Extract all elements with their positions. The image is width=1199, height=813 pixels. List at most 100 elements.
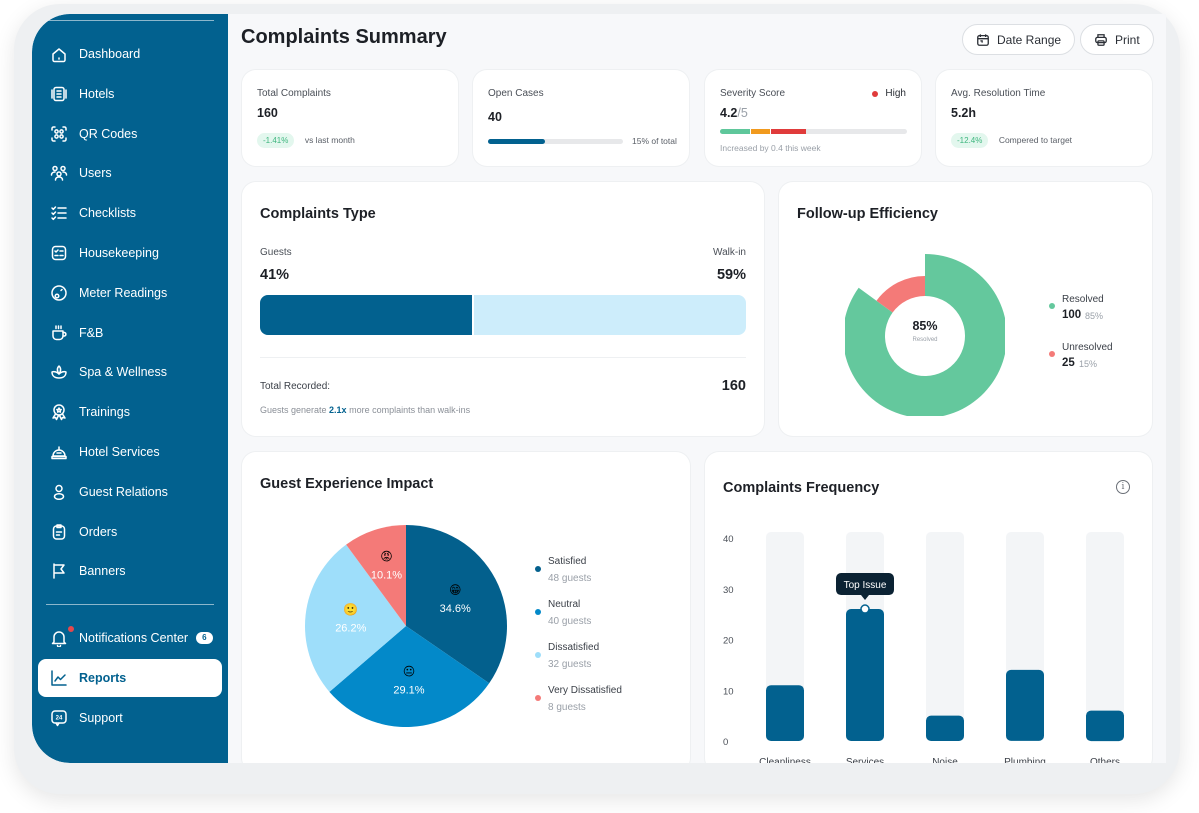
open-cases-progress <box>488 139 623 144</box>
bar-cleanliness[interactable] <box>766 685 804 741</box>
legend-dot <box>535 695 541 701</box>
kpi-change-row: -1.41% vs last month <box>257 130 355 148</box>
kpi-label: Severity Score <box>720 88 786 99</box>
sidebar-item-label: Dashboard <box>79 47 141 61</box>
bar-services[interactable] <box>846 609 884 741</box>
sidebar-item-label: Reports <box>79 671 127 685</box>
sidebar-item-dashboard[interactable]: Dashboard <box>38 35 222 73</box>
complaints-type-note: Guests generate 2.1x more complaints tha… <box>260 405 470 415</box>
sidebar-item-notifications-center[interactable]: Notifications Center 6 <box>38 619 222 657</box>
kpi-severity-score: Severity Score High 4.2/5 Increased by 0… <box>705 70 921 166</box>
cup-icon <box>50 324 68 342</box>
walkin-label: Walk-in <box>713 247 746 258</box>
pie-slice-neutral[interactable] <box>329 626 490 727</box>
notification-count-badge: 6 <box>196 632 213 644</box>
sidebar-item-banners[interactable]: Banners <box>38 552 222 590</box>
info-icon[interactable]: i <box>1116 480 1130 494</box>
change-note: vs last month <box>304 135 355 145</box>
severity-value: 4.2 <box>720 106 738 120</box>
guest-experience-pie-chart: 😁 34.6% 😐 29.1% 🙂 26.2% 😡 10.1% <box>304 525 508 727</box>
sidebar-item-hotel-services[interactable]: Hotel Services <box>38 433 222 471</box>
donut-center-label: Resolved <box>912 337 938 343</box>
donut-slice-unresolved[interactable] <box>876 276 925 313</box>
bar-others[interactable] <box>1086 710 1124 742</box>
bar-noise[interactable] <box>926 715 964 741</box>
sidebar-item-orders[interactable]: Orders <box>38 513 222 551</box>
sidebar-item-label: Checklists <box>79 206 136 221</box>
housekeeping-icon <box>50 244 68 262</box>
severity-dot <box>872 90 879 97</box>
meter-icon <box>50 284 68 302</box>
sidebar-bottom-divider <box>46 604 214 605</box>
kpi-total-complaints: Total Complaints 160 -1.41% vs last mont… <box>242 70 458 166</box>
date-range-button[interactable]: Date Range <box>962 24 1076 55</box>
progress-fill <box>488 139 545 144</box>
legend-dot <box>535 566 541 572</box>
sidebar-item-hotels[interactable]: Hotels <box>38 75 222 113</box>
sidebar-item-trainings[interactable]: Trainings <box>38 393 222 431</box>
change-note: Compered to target <box>998 135 1073 145</box>
sidebar-item-label: Housekeeping <box>79 246 159 260</box>
complaints-frequency-bar-chart: 0 10 20 30 40 Cleanliness Services Top Issue Noi… <box>723 532 1124 763</box>
pie-slice-dissatisfied[interactable] <box>304 544 406 692</box>
x-axis-tick-label: Cleanliness <box>759 757 811 763</box>
sidebar-item-qr-codes[interactable]: QR Codes <box>38 115 222 153</box>
app-screen: Dashboard Hotels QR Codes Users Checklists Ho… <box>32 14 1166 763</box>
kpi-label: Total Complaints <box>257 88 331 99</box>
legend-sublabel: 32 guests <box>548 659 592 670</box>
guest-experience-card: Guest Experience Impact 😁 34.6% 😐 29.1% 🙂 26.… <box>242 452 690 763</box>
note-text: more complaints than walk-ins <box>346 405 471 415</box>
lotus-icon <box>50 363 68 381</box>
legend-sublabel: 48 guests <box>548 573 592 584</box>
card-title: Follow-up Efficiency <box>797 206 938 222</box>
checklist-icon <box>50 204 68 222</box>
followup-efficiency-card: Follow-up Efficiency 85% Resolved Resolv… <box>779 182 1152 436</box>
sidebar-item-f-b[interactable]: F&B <box>38 314 222 352</box>
severity-note: Increased by 0.4 this week <box>720 143 821 153</box>
sidebar: Dashboard Hotels QR Codes Users Checklists Ho… <box>32 14 228 763</box>
calendar-icon <box>977 33 989 46</box>
card-title: Complaints Frequency <box>723 480 880 496</box>
sidebar-item-guest-relations[interactable]: Guest Relations <box>38 473 222 511</box>
pie-emoji-icon: 😁 <box>449 583 462 597</box>
kpi-label: Open Cases <box>488 88 544 99</box>
sidebar-item-housekeeping[interactable]: Housekeeping <box>38 234 222 272</box>
pie-slice-satisfied[interactable] <box>406 525 508 684</box>
kpi-value: 4.2/5 <box>720 106 748 120</box>
y-axis-tick-label: 40 <box>723 534 734 545</box>
sidebar-item-label: Notifications Center <box>79 631 189 645</box>
building-icon <box>50 85 68 103</box>
tooltip-box <box>836 573 894 596</box>
legend-label: Very Dissatisfied <box>548 685 622 696</box>
legend-count: 100 <box>1062 309 1082 321</box>
total-recorded-value: 160 <box>721 378 746 394</box>
sidebar-item-users[interactable]: Users <box>38 154 222 192</box>
print-button[interactable]: Print <box>1080 24 1154 55</box>
sidebar-item-spa-wellness[interactable]: Spa & Wellness <box>38 353 222 391</box>
legend-label: Unresolved <box>1062 342 1113 353</box>
severity-segment <box>749 129 771 134</box>
bar-track <box>926 532 964 741</box>
open-cases-note: 15% of total <box>632 136 677 146</box>
donut-slice-resolved[interactable] <box>845 254 1005 416</box>
card-title: Guest Experience Impact <box>260 476 434 492</box>
sidebar-item-label: Orders <box>79 524 118 539</box>
service-bell-icon <box>50 443 68 461</box>
legend-label: Neutral <box>548 599 581 610</box>
total-recorded-label: Total Recorded: <box>260 381 331 392</box>
tooltip-text: Top Issue <box>844 580 887 591</box>
bell-icon <box>50 629 68 647</box>
bar-plumbing[interactable] <box>1006 669 1044 741</box>
legend-percent: 15% <box>1079 359 1098 369</box>
y-axis-tick-label: 30 <box>723 585 734 596</box>
legend-dot <box>535 652 541 658</box>
legend-sublabel: 40 guests <box>548 616 592 627</box>
sidebar-item-meter-readings[interactable]: Meter Readings <box>38 274 222 312</box>
y-axis-tick-label: 10 <box>723 686 734 697</box>
flag-icon <box>50 562 68 580</box>
sidebar-item-reports[interactable]: Reports <box>38 659 222 697</box>
sidebar-item-checklists[interactable]: Checklists <box>38 194 222 232</box>
pie-slice-very-dissatisfied[interactable] <box>346 525 406 626</box>
sidebar-item-label: Meter Readings <box>79 285 168 300</box>
sidebar-item-support[interactable]: 24 Support <box>38 699 222 737</box>
